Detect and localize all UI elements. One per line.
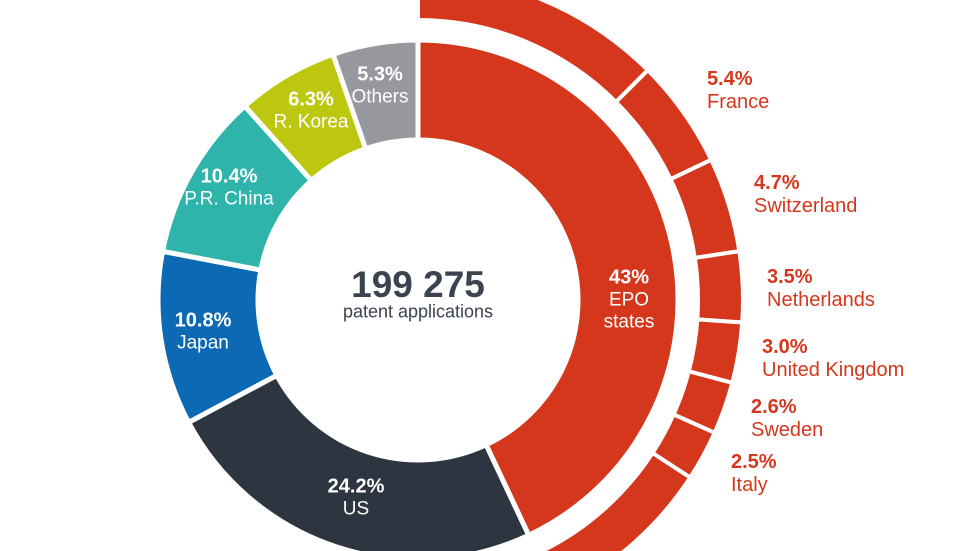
country-name: Switzerland — [754, 195, 858, 217]
segment-name: P.R. China — [184, 188, 274, 210]
total-applications-label: patent applications — [342, 301, 494, 322]
outer-segment-unlabeled — [537, 450, 693, 551]
outer-label-united-kingdom: 3.0% United Kingdom — [762, 336, 904, 382]
inner-label-us: 24.2% US — [328, 476, 385, 521]
segment-name: Japan — [177, 332, 229, 354]
percent-value: 3.5% — [767, 266, 813, 288]
total-applications-value: 199 275 — [351, 264, 485, 305]
outer-label-switzerland: 4.7% Switzerland — [754, 172, 857, 218]
country-name: Netherlands — [767, 289, 875, 311]
percent-value: 5.3% — [357, 63, 403, 86]
inner-label-japan: 10.8% Japan — [175, 310, 232, 355]
segment-name: US — [342, 498, 370, 520]
percent-value: 10.8% — [174, 309, 232, 332]
outer-segment-netherlands — [692, 248, 745, 325]
outer-label-sweden: 2.6% Sweden — [751, 396, 823, 442]
inner-label-epo-states: 43% EPO states — [597, 267, 661, 334]
outer-label-italy: 2.5% Italy — [731, 451, 777, 497]
percent-value: 24.2% — [327, 475, 385, 498]
percent-value: 5.4% — [707, 68, 753, 90]
percent-value: 3.0% — [762, 336, 808, 358]
country-name: Italy — [731, 474, 768, 496]
outer-label-france: 5.4% France — [707, 68, 769, 114]
outer-label-netherlands: 3.5% Netherlands — [767, 266, 875, 312]
segment-name: EPO states — [603, 289, 655, 333]
percent-value: 43% — [608, 266, 650, 289]
percent-value: 4.7% — [754, 172, 800, 194]
inner-segment-us — [185, 371, 533, 551]
inner-label-others: 5.3% Others — [351, 64, 408, 109]
inner-label-r-korea: 6.3% R. Korea — [274, 89, 349, 134]
percent-value: 2.5% — [731, 451, 777, 473]
segment-name: R. Korea — [273, 111, 349, 133]
inner-segment-epo-states — [415, 37, 681, 539]
outer-segment-switzerland — [667, 157, 742, 261]
percent-value: 10.4% — [200, 165, 258, 188]
percent-value: 6.3% — [288, 88, 334, 111]
segment-name: Others — [351, 86, 409, 108]
country-name: France — [707, 91, 770, 113]
inner-label-pr-china: 10.4% P.R. China — [184, 166, 273, 211]
inner-segment-others — [329, 37, 421, 152]
percent-value: 2.6% — [751, 396, 797, 418]
country-name: United Kingdom — [762, 359, 905, 381]
country-name: Sweden — [751, 419, 824, 441]
